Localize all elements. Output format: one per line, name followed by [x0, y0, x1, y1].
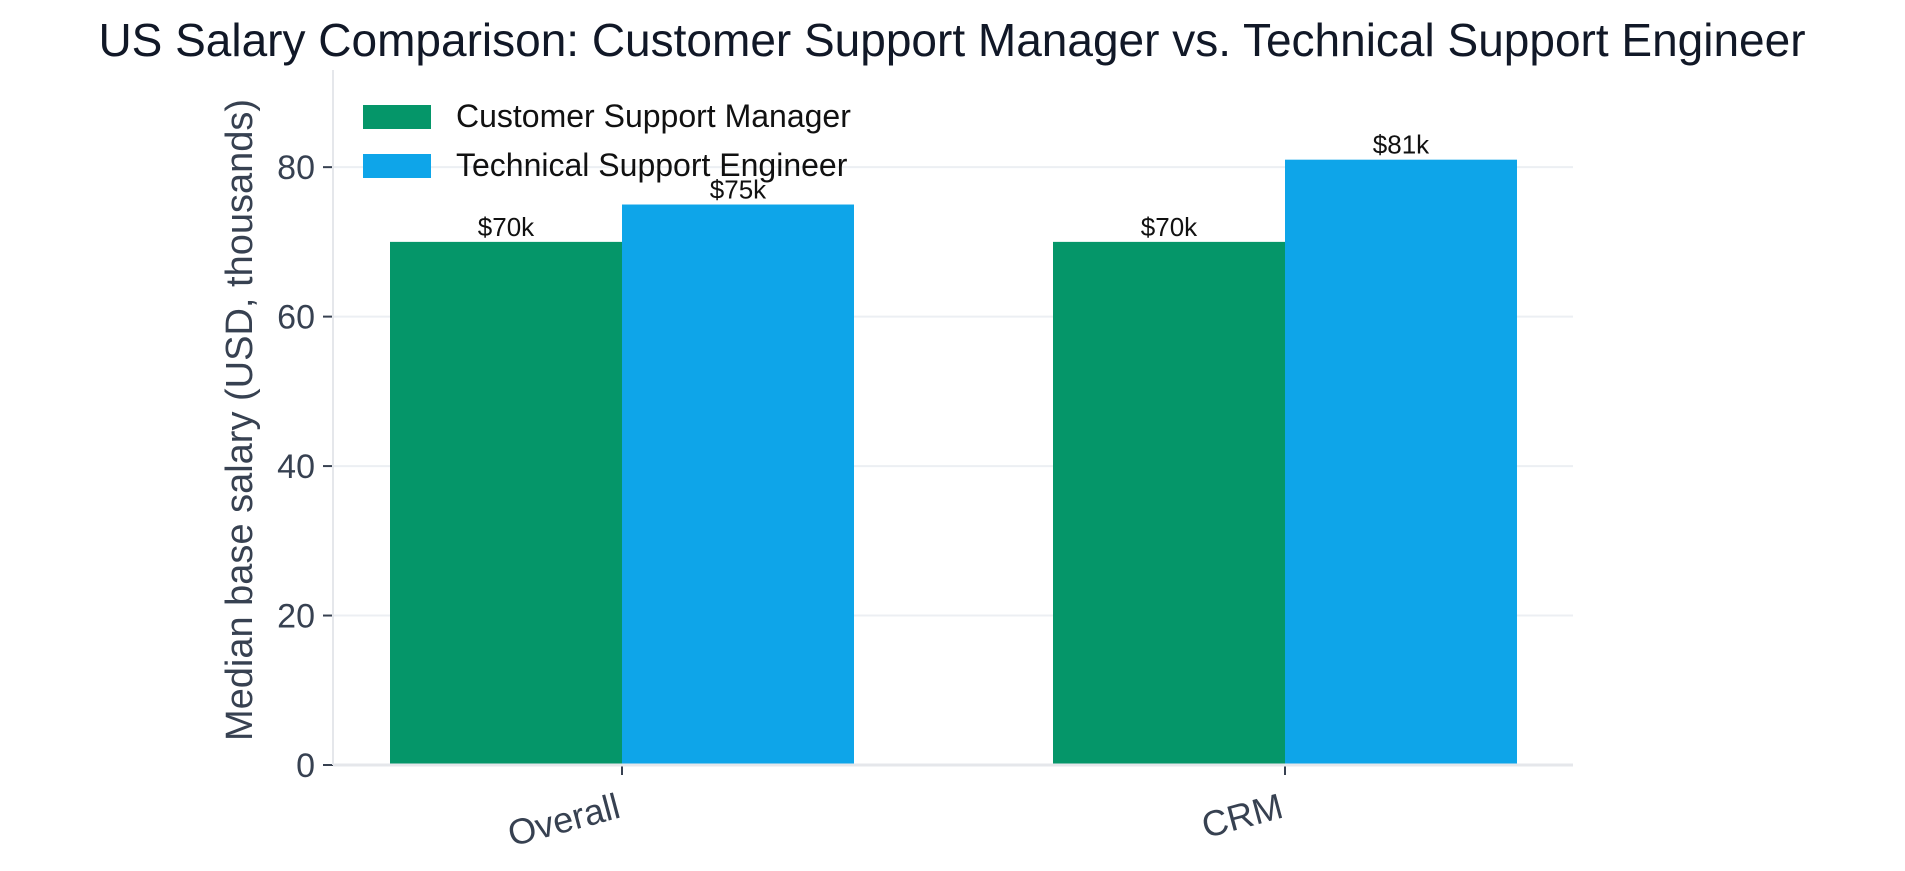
chart-title: US Salary Comparison: Customer Support M…: [98, 14, 1805, 66]
y-tick-label: 60: [277, 299, 315, 337]
legend-swatch: [363, 105, 431, 129]
y-tick-label: 20: [277, 598, 315, 636]
x-tick-label: CRM: [1197, 785, 1287, 846]
bar-overall-technical-support-engineer: [622, 204, 854, 766]
bars: $70k $75k $70k $81k: [390, 130, 1517, 766]
bar-value-label: $70k: [478, 212, 535, 242]
bar-value-label: $75k: [710, 175, 767, 205]
legend-label: Technical Support Engineer: [456, 147, 848, 183]
bar-crm-technical-support-engineer: [1285, 159, 1517, 765]
bar-value-label: $81k: [1373, 130, 1430, 160]
bar-crm-customer-support-manager: [1053, 241, 1285, 765]
y-tick-label: 40: [277, 448, 315, 486]
legend-label: Customer Support Manager: [456, 98, 851, 134]
legend-swatch: [363, 154, 431, 178]
y-tick-label: 0: [296, 747, 315, 785]
y-tick-label: 80: [277, 149, 315, 187]
y-axis-label: Median base salary (USD, thousands): [219, 99, 261, 741]
bar-overall-customer-support-manager: [390, 241, 622, 765]
legend: Customer Support Manager Technical Suppor…: [363, 98, 851, 183]
bar-value-label: $70k: [1141, 212, 1198, 242]
x-tick-label: Overall: [503, 785, 624, 854]
